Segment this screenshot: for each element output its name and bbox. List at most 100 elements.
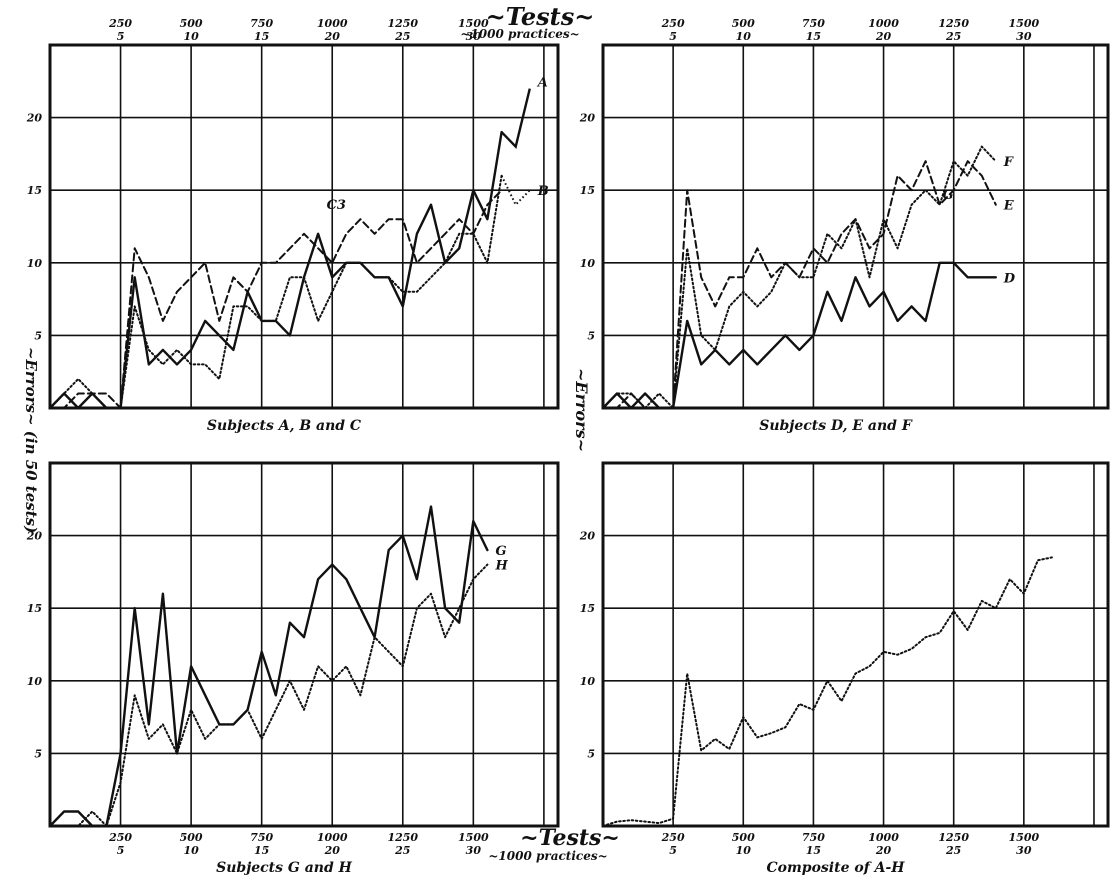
x-tick-label-trials: 1250 <box>938 17 969 30</box>
series-annotation-b: B <box>537 184 549 199</box>
y-tick-label: 15 <box>580 602 595 615</box>
x-tick-label-trials: 250 <box>661 17 685 30</box>
series-line-b <box>49 174 503 409</box>
panel-frame <box>48 461 560 828</box>
x-tick-label-trials: 500 <box>180 17 203 30</box>
panel-title: Subjects D, E and F <box>759 418 913 434</box>
y-tick-label: 5 <box>34 329 42 342</box>
panel-4: 510152025055001075015100020125025150030C… <box>579 461 1110 876</box>
y-axis-label-left: ~Errors~ (in 50 tests) <box>22 347 40 533</box>
series-line-c <box>49 189 503 409</box>
x-tick-label-tests: 30 <box>466 30 482 43</box>
x-tick-label-tests: 5 <box>117 30 125 43</box>
x-tick-label-tests: 25 <box>945 844 961 857</box>
y-tick-label: 15 <box>580 184 595 197</box>
y-tick-label: 10 <box>580 675 596 688</box>
x-tick-label-trials: 500 <box>180 831 203 844</box>
series-annotation-g: G <box>942 188 953 203</box>
top-axis-subtitle: ~1000 practices~ <box>460 27 579 41</box>
x-tick-label-trials: 500 <box>732 17 755 30</box>
top-axis-title: ~Tests~ <box>486 2 595 31</box>
x-tick-label-tests: 25 <box>945 30 961 43</box>
series-line-f <box>602 145 997 409</box>
series-annotation-d: D <box>1003 271 1016 286</box>
x-tick-label-tests: 10 <box>736 30 752 43</box>
x-tick-label-trials: 1000 <box>317 17 348 30</box>
series-annotation-c3: C3 <box>327 198 346 213</box>
y-tick-label: 10 <box>27 675 43 688</box>
x-tick-label-trials: 750 <box>250 831 273 844</box>
x-tick-label-trials: 250 <box>661 831 685 844</box>
x-tick-label-trials: 1500 <box>458 17 489 30</box>
y-tick-label: 20 <box>26 530 43 543</box>
x-tick-label-tests: 15 <box>806 30 821 43</box>
x-tick-label-tests: 15 <box>254 844 269 857</box>
x-tick-label-trials: 750 <box>802 17 825 30</box>
y-tick-label: 10 <box>27 257 43 270</box>
panel-1: 510152025055001075015100020125025150030A… <box>26 17 560 434</box>
x-tick-label-tests: 25 <box>394 30 410 43</box>
x-tick-label-tests: 30 <box>1016 844 1032 857</box>
x-tick-label-tests: 20 <box>324 844 341 857</box>
series-annotation-h: H <box>494 559 508 574</box>
series-annotation-a: A <box>536 76 548 91</box>
x-tick-label-tests: 15 <box>254 30 269 43</box>
x-tick-label-tests: 30 <box>1016 30 1032 43</box>
x-tick-label-trials: 750 <box>802 831 825 844</box>
series-annotation-g: G <box>495 544 506 559</box>
x-tick-label-trials: 1500 <box>458 831 489 844</box>
panel-title: Subjects A, B and C <box>207 418 361 434</box>
x-tick-label-tests: 5 <box>669 30 677 43</box>
panel-frame <box>48 43 560 410</box>
series-tail-a <box>500 88 531 149</box>
x-tick-label-tests: 25 <box>394 844 410 857</box>
x-tick-label-trials: 750 <box>250 17 273 30</box>
x-tick-label-trials: 1500 <box>1009 831 1040 844</box>
panel-title: Subjects G and H <box>216 860 353 876</box>
x-tick-label-trials: 1000 <box>868 831 899 844</box>
y-tick-label: 10 <box>580 257 596 270</box>
panel-frame <box>601 43 1110 410</box>
series-line-a <box>48 130 503 410</box>
y-tick-label: 5 <box>587 329 595 342</box>
series-line-composite <box>602 556 1053 827</box>
series-annotation-e: E <box>1003 199 1015 214</box>
series-line-h <box>49 563 489 827</box>
series-line-e <box>602 160 997 409</box>
x-tick-label-tests: 10 <box>183 30 199 43</box>
y-tick-label: 5 <box>34 747 42 760</box>
x-tick-label-trials: 500 <box>732 831 755 844</box>
x-tick-label-trials: 1250 <box>387 17 418 30</box>
x-tick-label-trials: 250 <box>108 17 132 30</box>
y-tick-label: 20 <box>579 530 596 543</box>
x-tick-label-tests: 15 <box>806 844 821 857</box>
x-tick-label-tests: 30 <box>466 844 482 857</box>
x-tick-label-trials: 1000 <box>868 17 899 30</box>
y-tick-label: 15 <box>27 184 42 197</box>
x-tick-label-tests: 10 <box>736 844 752 857</box>
x-tick-label-tests: 10 <box>183 844 199 857</box>
x-tick-label-trials: 1500 <box>1009 17 1040 30</box>
panel-3: 510152025055001075015100020125025150030G… <box>26 461 560 876</box>
y-tick-label: 15 <box>27 602 42 615</box>
x-tick-label-tests: 5 <box>669 844 677 857</box>
y-tick-label: 20 <box>579 112 596 125</box>
y-tick-label: 20 <box>26 112 43 125</box>
x-tick-label-trials: 1250 <box>387 831 418 844</box>
x-tick-label-tests: 20 <box>875 844 892 857</box>
panel-2: 510152025055001075015100020125025150030D… <box>579 17 1110 434</box>
series-annotation-f: F <box>1003 155 1014 170</box>
panel-frame <box>601 461 1110 828</box>
panel-title: Composite of A-H <box>766 860 905 876</box>
bottom-axis-title: ~Tests~ <box>520 825 620 851</box>
series-line-g <box>48 505 489 828</box>
y-tick-label: 5 <box>587 747 595 760</box>
x-tick-label-trials: 250 <box>108 831 132 844</box>
x-tick-label-trials: 1000 <box>317 831 348 844</box>
x-tick-label-tests: 20 <box>875 30 892 43</box>
y-axis-label-right: ~Errors~ <box>572 368 591 452</box>
x-tick-label-tests: 20 <box>324 30 341 43</box>
bottom-axis-subtitle: ~1000 practices~ <box>488 849 607 863</box>
x-tick-label-tests: 5 <box>117 844 125 857</box>
